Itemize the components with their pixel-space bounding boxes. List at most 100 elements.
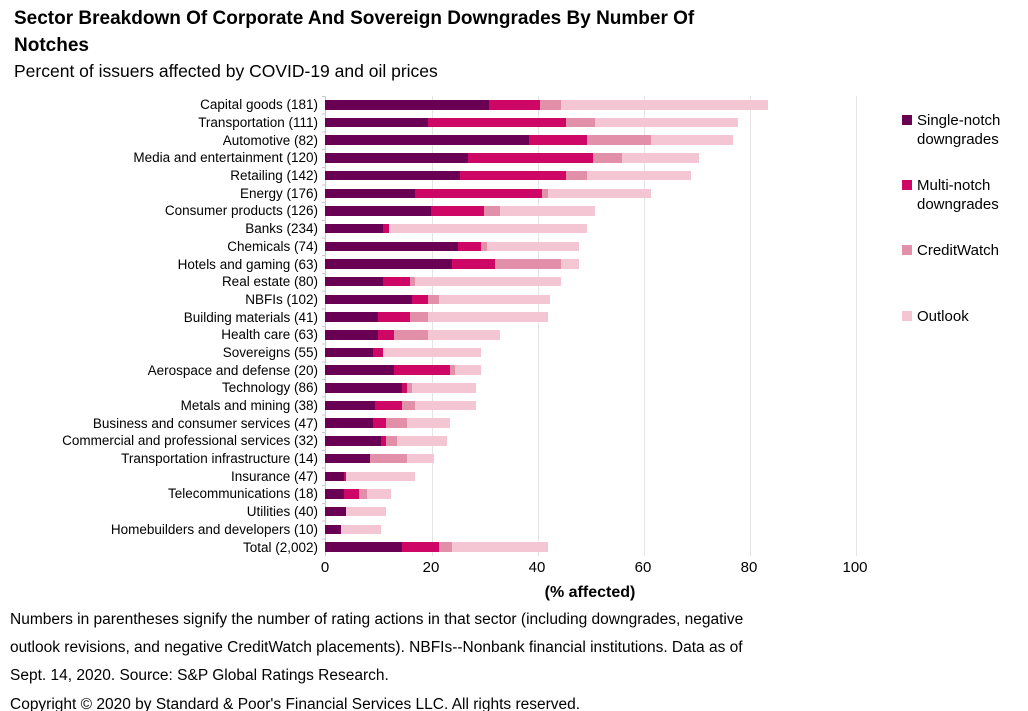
bar-segment-outlook (407, 418, 450, 428)
bar-segment-single-notch-downgrades (325, 135, 530, 145)
bar-segment-creditwatch (481, 241, 487, 252)
bar-row: Total (2,002) (0, 538, 855, 556)
category-label: Banks (234) (245, 221, 318, 237)
footnote-line: Sept. 14, 2020. Source: S&P Global Ratin… (10, 667, 389, 685)
bar-track (325, 379, 855, 397)
bar-segment-single-notch-downgrades (325, 206, 431, 216)
category-label: Energy (176) (239, 185, 318, 201)
chart-title: Sector Breakdown Of Corporate And Sovere… (14, 5, 694, 59)
bar-row: Building materials (41) (0, 308, 855, 326)
legend-item-multi-notch-downgrades: Multi-notch downgrades (902, 176, 1026, 214)
bar-track (325, 344, 855, 362)
bar-segment-single-notch-downgrades (325, 294, 413, 305)
bar-segment-outlook (452, 542, 548, 552)
legend: Single-notch downgrades Multi-notch downg… (902, 111, 1026, 326)
bar-segment-creditwatch (587, 135, 651, 145)
bar-segment-single-notch-downgrades (325, 400, 376, 411)
bar-segment-creditwatch (539, 100, 561, 110)
bar-track (325, 397, 855, 415)
category-label: Technology (86) (221, 380, 318, 396)
legend-item-outlook: Outlook (902, 307, 1026, 326)
bar-segment-outlook (621, 153, 699, 163)
bar-segment-single-notch-downgrades (325, 117, 429, 128)
bar-segment-outlook (560, 259, 580, 269)
bar-track (325, 202, 855, 220)
bar-segment-single-notch-downgrades (325, 542, 402, 552)
bar-track (325, 467, 855, 485)
bar-row: Retailing (142) (0, 167, 855, 185)
bar-track (325, 503, 855, 521)
category-label: Metals and mining (38) (180, 398, 318, 414)
bar-segment-multi-notch-downgrades (468, 153, 593, 163)
bar-row: Banks (234) (0, 220, 855, 238)
bar-row: Aerospace and defense (20) (0, 361, 855, 379)
gridline (538, 96, 539, 556)
bar-row: Metals and mining (38) (0, 397, 855, 415)
bar-segment-outlook (383, 347, 482, 358)
category-label: Commercial and professional services (32… (62, 433, 318, 449)
bar-track (325, 361, 855, 379)
bar-segment-single-notch-downgrades (325, 471, 344, 482)
category-label: Retailing (142) (230, 168, 318, 184)
category-label: Telecommunications (18) (167, 486, 318, 502)
bar-track (325, 521, 855, 539)
bar-segment-outlook (560, 100, 768, 110)
bar-track (325, 538, 855, 556)
x-tick-label: 60 (634, 559, 652, 576)
bar-segment-creditwatch (409, 312, 429, 322)
bar-segment-creditwatch (401, 400, 416, 411)
footnote: Numbers in parentheses signify the numbe… (10, 606, 743, 711)
bar-segment-outlook (650, 135, 734, 145)
bar-segment-single-notch-downgrades (325, 489, 344, 499)
bar-segment-single-notch-downgrades (325, 223, 384, 234)
legend-item-single-notch-downgrades: Single-notch downgrades (902, 111, 1026, 149)
category-label: Capital goods (181) (200, 97, 318, 113)
gridline (856, 96, 857, 556)
copyright-line: Copyright © 2020 by Standard & Poor's Fi… (10, 695, 581, 711)
bar-track (325, 167, 855, 185)
bar-track (325, 149, 855, 167)
bar-segment-creditwatch (494, 259, 561, 269)
bar-segment-creditwatch (438, 542, 453, 552)
bar-segment-creditwatch (566, 170, 588, 181)
bar-segment-creditwatch (359, 489, 368, 499)
bar-segment-single-notch-downgrades (325, 365, 394, 375)
gridline (432, 96, 433, 556)
bar-row: Technology (86) (0, 379, 855, 397)
bar-segment-creditwatch (566, 117, 596, 128)
x-tick-label: 100 (842, 559, 868, 576)
category-label: NBFIs (102) (245, 291, 318, 307)
bar-segment-creditwatch (393, 330, 429, 340)
legend-swatch (902, 115, 912, 125)
bar-segment-multi-notch-downgrades (431, 206, 484, 216)
bar-row: Insurance (47) (0, 467, 855, 485)
bar-segment-single-notch-downgrades (325, 506, 347, 517)
chart-subtitle: Percent of issuers affected by COVID-19 … (14, 61, 438, 81)
bar-row: NBFIs (102) (0, 291, 855, 309)
bar-segment-multi-notch-downgrades (393, 365, 450, 375)
bar-segment-outlook (486, 241, 580, 252)
legend-label: Multi-notch downgrades (917, 177, 999, 213)
bar-segment-creditwatch (407, 383, 413, 393)
legend-label: CreditWatch (917, 242, 999, 259)
bar-row: Sovereigns (55) (0, 344, 855, 362)
bar-segment-outlook (367, 489, 392, 499)
bar-segment-multi-notch-downgrades (460, 170, 567, 181)
bar-rows: Capital goods (181) Transportation (111) A… (0, 96, 855, 556)
category-label: Total (2,002) (242, 539, 318, 555)
bar-segment-outlook (396, 436, 447, 446)
bar-row: Media and entertainment (120) (0, 149, 855, 167)
bar-track (325, 291, 855, 309)
category-label: Automotive (82) (222, 132, 318, 148)
bar-segment-multi-notch-downgrades (372, 347, 384, 358)
bar-track (325, 273, 855, 291)
bar-segment-multi-notch-downgrades (401, 383, 408, 393)
bar-row: Health care (63) (0, 326, 855, 344)
bar-segment-creditwatch (370, 453, 408, 464)
bar-segment-outlook (415, 276, 561, 287)
x-tick-label: 40 (528, 559, 546, 576)
bar-segment-multi-notch-downgrades (343, 471, 347, 482)
bar-row: Homebuilders and developers (10) (0, 521, 855, 539)
legend-swatch (902, 245, 912, 255)
